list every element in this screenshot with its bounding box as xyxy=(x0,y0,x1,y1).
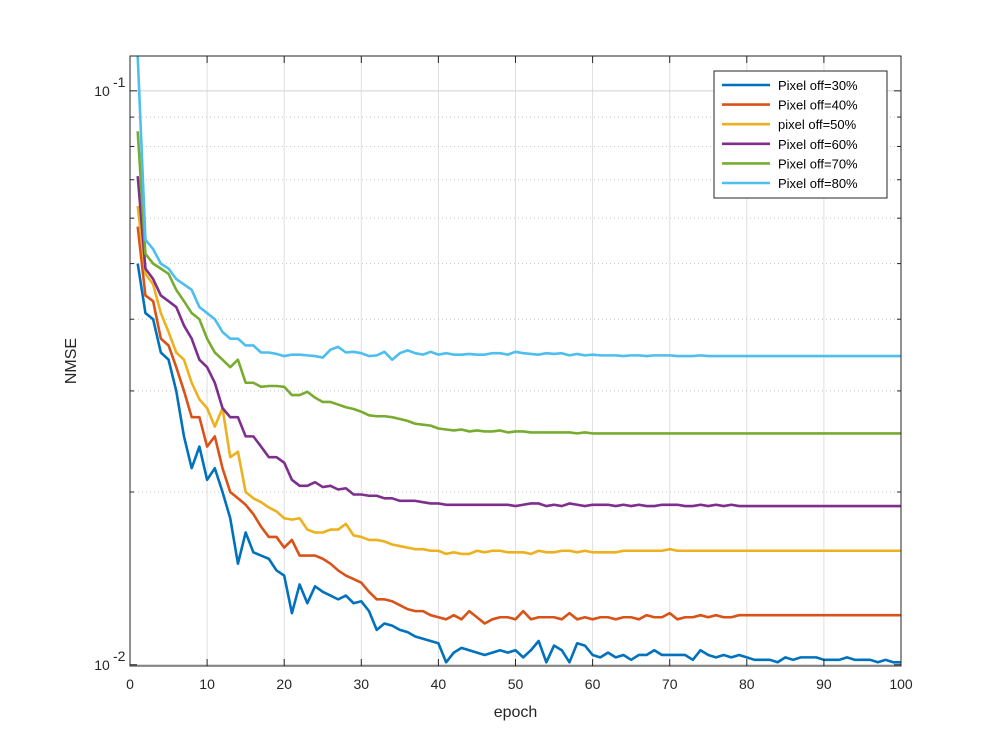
ticks xyxy=(129,56,902,666)
x-tick-label: 80 xyxy=(739,676,755,692)
x-tick-label: 10 xyxy=(199,676,215,692)
series-line-1 xyxy=(136,263,901,664)
y-tick-exponent: -1 xyxy=(113,74,126,90)
x-axis-label: epoch xyxy=(494,704,538,721)
series-layer xyxy=(136,56,901,664)
y-tick-label: 10 xyxy=(94,83,110,99)
x-tick-label: 30 xyxy=(354,676,370,692)
x-tick-label: 40 xyxy=(431,676,447,692)
series-line-5 xyxy=(136,131,901,435)
series-line-6 xyxy=(136,56,901,362)
series-line-4 xyxy=(136,176,901,508)
x-tick-label: 50 xyxy=(508,676,524,692)
series-line-2 xyxy=(136,226,901,625)
series-line-3 xyxy=(136,205,901,556)
y-tick-exponent: -2 xyxy=(113,648,126,664)
legend-label: Pixel off=60% xyxy=(778,137,858,152)
y-axis-label: NMSE xyxy=(63,338,80,384)
x-tick-labels: 0 10 20 30 40 50 60 70 80 90 100 xyxy=(126,676,913,692)
y-tick-label: 10 xyxy=(94,657,110,673)
legend-box xyxy=(713,70,888,199)
x-tick-label: 20 xyxy=(276,676,292,692)
legend-label: Pixel off=70% xyxy=(778,156,858,171)
legend-label: pixel off=50% xyxy=(778,117,857,132)
x-tick-label: 60 xyxy=(585,676,601,692)
x-tick-label: 100 xyxy=(889,676,913,692)
x-tick-label: 0 xyxy=(126,676,134,692)
x-tick-label: 70 xyxy=(662,676,678,692)
legend-label: Pixel off=40% xyxy=(778,98,858,113)
y-tick-labels: 10-210-1 xyxy=(94,74,125,673)
legend-label: Pixel off=80% xyxy=(778,176,858,191)
legend: Pixel off=30% Pixel off=40% pixel off=50% P… xyxy=(713,70,888,199)
x-tick-label: 90 xyxy=(816,676,832,692)
legend-label: Pixel off=30% xyxy=(778,78,858,93)
